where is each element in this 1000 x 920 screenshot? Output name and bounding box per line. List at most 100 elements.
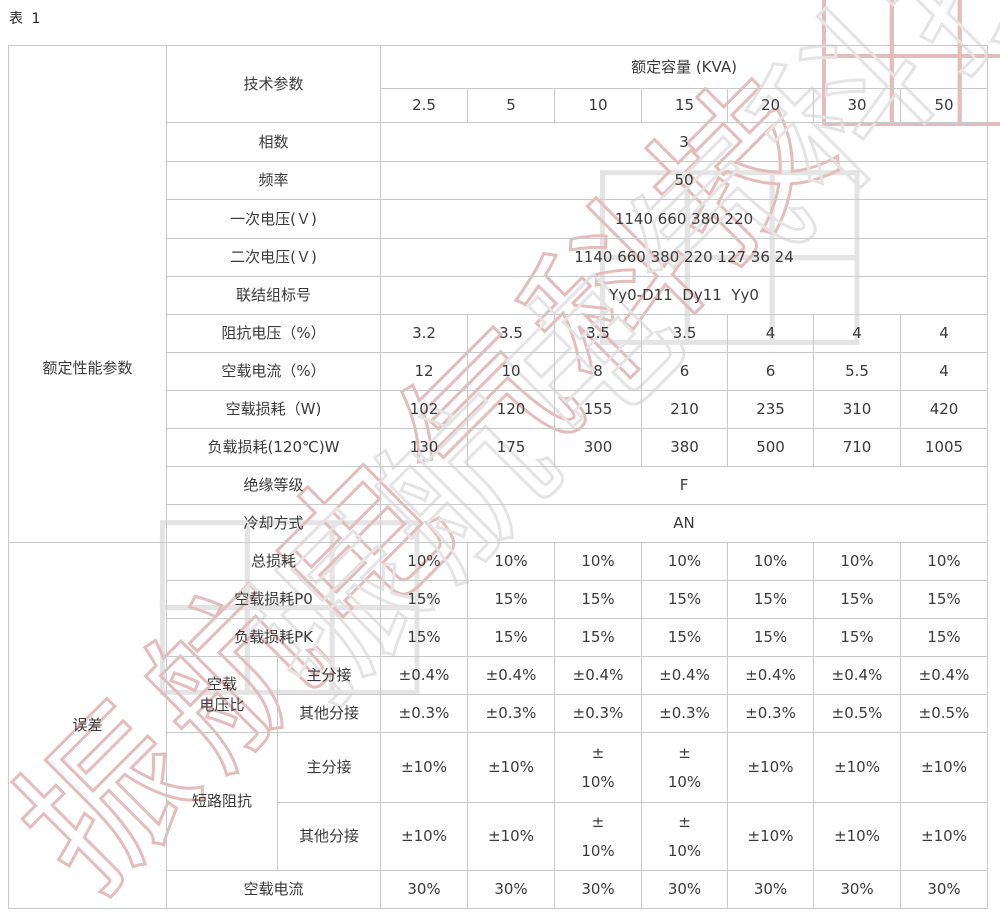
value-cell: 3.5 <box>641 314 729 353</box>
value-cell: 10 <box>467 352 556 391</box>
value-cell: ± 10% <box>641 802 729 871</box>
value-cell: 15% <box>467 580 556 619</box>
value-cell: 15% <box>467 618 556 657</box>
row-label: 负载损耗PK <box>165 618 382 657</box>
value-cell: ±0.4% <box>554 656 643 695</box>
value-cell: 10% <box>467 542 556 581</box>
value-cell: 420 <box>900 390 988 429</box>
value-cell: 102 <box>380 390 469 429</box>
value-cell: 8 <box>554 352 643 391</box>
value-cell: 15% <box>641 580 729 619</box>
value-cell: AN <box>380 504 988 543</box>
value-cell: 10% <box>813 542 902 581</box>
value-cell: Yy0-D11 Dy11 Yy0 <box>380 276 988 315</box>
value-cell: ±10% <box>467 802 556 871</box>
value-cell: 50 <box>380 161 988 200</box>
row-total-loss: 误差 总损耗 10% 10% 10% 10% 10% 10% 10% <box>8 542 988 909</box>
value-cell: 15% <box>900 618 988 657</box>
value-cell: ±10% <box>380 802 469 871</box>
row-label: 联结组标号 <box>165 276 382 315</box>
value-cell: 12 <box>380 352 469 391</box>
value-cell: 30% <box>900 870 988 909</box>
value-cell: 15% <box>380 618 469 657</box>
value-cell: ±10% <box>900 802 988 871</box>
value-cell: 4 <box>727 314 815 353</box>
value-cell: ±0.4% <box>727 656 815 695</box>
capacity-col: 20 <box>727 88 815 123</box>
capacity-col: 50 <box>900 88 988 123</box>
value-cell: ±0.4% <box>641 656 729 695</box>
value-cell: ± 10% <box>641 732 729 803</box>
table-caption: 表 1 <box>9 11 43 27</box>
value-cell: 15% <box>641 618 729 657</box>
value-cell: 30% <box>554 870 643 909</box>
value-cell: ± 10% <box>554 802 643 871</box>
value-cell: 30% <box>641 870 729 909</box>
subgroup-label-line1: 空载 <box>206 675 237 694</box>
value-cell: 5.5 <box>813 352 902 391</box>
capacity-col: 30 <box>813 88 902 123</box>
value-cell: ±0.3% <box>467 694 556 733</box>
value-cell: 15% <box>380 580 469 619</box>
value-cell: 10% <box>900 542 988 581</box>
group-label-error: 误差 <box>8 542 167 909</box>
capacity-col: 15 <box>641 88 729 123</box>
row-label: 其他分接 <box>276 802 382 871</box>
value-cell: 120 <box>467 390 556 429</box>
value-cell: 4 <box>900 352 988 391</box>
subgroup-label-short-impedance: 短路阻抗 <box>166 732 278 871</box>
value-cell: 15% <box>900 580 988 619</box>
value-cell: ±10% <box>467 732 556 803</box>
row-label: 冷却方式 <box>165 504 382 543</box>
value-cell: 380 <box>641 428 729 467</box>
value-cell: ±0.4% <box>813 656 902 695</box>
value-cell: ±0.4% <box>900 656 988 695</box>
value-cell: 30% <box>380 870 469 909</box>
row-label: 一次电压(Ｖ) <box>165 199 382 239</box>
capacity-col: 2.5 <box>380 88 469 123</box>
value-cell: 130 <box>380 428 469 467</box>
row-label: 空载损耗P0 <box>165 580 382 619</box>
row-label: 频率 <box>165 161 382 200</box>
value-cell: 4 <box>813 314 902 353</box>
row-label: 总损耗 <box>165 542 382 581</box>
row-label: 二次电压(Ｖ) <box>165 238 382 277</box>
value-cell: 6 <box>727 352 815 391</box>
row-label: 主分接 <box>276 732 382 803</box>
row-label: 主分接 <box>276 656 382 695</box>
value-cell: 1140 660 380 220 127 36 24 <box>380 238 988 277</box>
row-label: 空载电流 <box>165 870 382 909</box>
header-tech-params: 技术参数 <box>165 45 382 123</box>
row-label: 负载损耗(120℃)W <box>165 428 382 467</box>
value-cell: ±0.3% <box>727 694 815 733</box>
value-cell: 10% <box>380 542 469 581</box>
value-cell: 310 <box>813 390 902 429</box>
value-cell: ±10% <box>813 802 902 871</box>
group-label-rated-params-text: 额定性能参数 <box>42 358 133 377</box>
subgroup-label-line2: 电压比 <box>199 695 245 714</box>
row-noload-current-error: 空载电流 30% 30% 30% 30% 30% 30% 30% <box>9 870 988 909</box>
row-label: 其他分接 <box>276 694 382 733</box>
header-capacity-title: 额定容量 (KVA) <box>380 45 988 89</box>
value-cell: ±0.5% <box>813 694 902 733</box>
value-cell: 15% <box>554 618 643 657</box>
row-label: 阻抗电压（%） <box>165 314 382 353</box>
value-cell: ±10% <box>380 732 469 803</box>
value-cell: 30% <box>727 870 815 909</box>
value-cell: 15% <box>554 580 643 619</box>
subgroup-label-voltage-ratio: 空载 电压比 <box>166 656 278 733</box>
value-cell: ±10% <box>813 732 902 803</box>
value-cell: 10% <box>554 542 643 581</box>
value-cell: 1140 660 380 220 <box>380 199 988 239</box>
value-cell: ±0.3% <box>554 694 643 733</box>
value-cell: ±0.4% <box>380 656 469 695</box>
value-cell: ±0.5% <box>900 694 988 733</box>
value-cell: 3.2 <box>380 314 469 353</box>
value-cell: 15% <box>727 618 815 657</box>
value-cell: 3.5 <box>554 314 643 353</box>
value-cell: ±0.3% <box>641 694 729 733</box>
group-label-rated-params: 额定性能参数 <box>8 45 167 543</box>
value-cell: ±10% <box>727 732 815 803</box>
value-cell: 1005 <box>900 428 988 467</box>
value-cell: 300 <box>554 428 643 467</box>
